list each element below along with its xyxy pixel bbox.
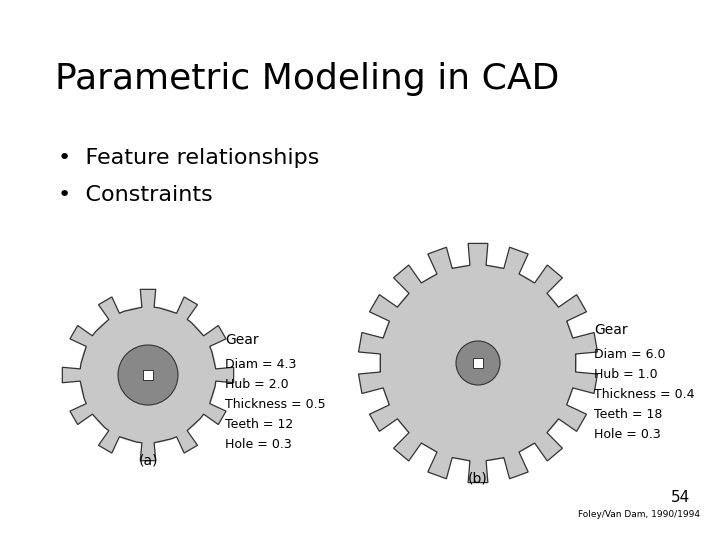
Text: Diam = 4.3
Hub = 2.0
Thickness = 0.5
Teeth = 12
Hole = 0.3: Diam = 4.3 Hub = 2.0 Thickness = 0.5 Tee… [225, 358, 325, 451]
Text: Diam = 6.0
Hub = 1.0
Thickness = 0.4
Teeth = 18
Hole = 0.3: Diam = 6.0 Hub = 1.0 Thickness = 0.4 Tee… [594, 348, 695, 441]
Text: 54: 54 [671, 490, 690, 505]
Text: •  Feature relationships: • Feature relationships [58, 148, 320, 168]
Bar [143, 370, 153, 380]
Text: Foley/Van Dam, 1990/1994: Foley/Van Dam, 1990/1994 [578, 510, 700, 519]
Text: Gear: Gear [225, 333, 258, 347]
Text: Parametric Modeling in CAD: Parametric Modeling in CAD [55, 62, 559, 96]
Text: Gear: Gear [594, 323, 628, 337]
Circle shape [80, 307, 216, 443]
Bar [473, 358, 483, 368]
Polygon shape [359, 244, 598, 483]
Circle shape [456, 341, 500, 385]
Circle shape [118, 345, 178, 405]
Text: (b): (b) [468, 471, 488, 485]
Text: •  Constraints: • Constraints [58, 185, 212, 205]
Text: (a): (a) [138, 453, 158, 467]
Circle shape [380, 265, 576, 461]
Polygon shape [63, 289, 234, 461]
